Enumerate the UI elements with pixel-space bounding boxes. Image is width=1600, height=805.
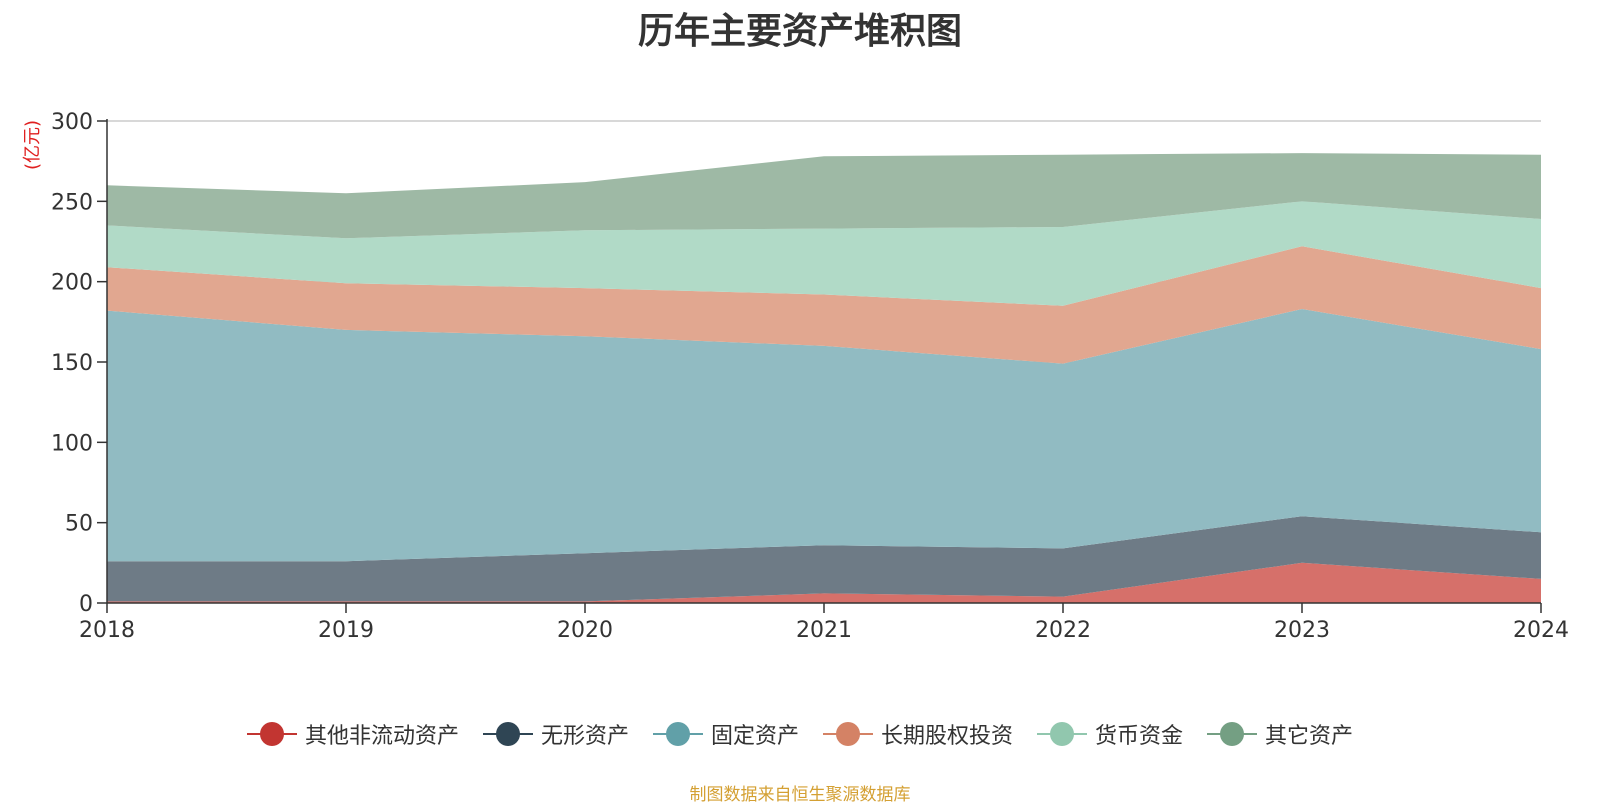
data-source-note: 制图数据来自恒生聚源数据库 — [689, 785, 911, 805]
legend-marker — [482, 721, 533, 747]
area-series — [107, 153, 1541, 603]
legend-marker — [652, 721, 703, 747]
y-tick-label: 0 — [79, 592, 93, 617]
legend-item[interactable]: 其他非流动资产 — [246, 718, 459, 750]
x-tick-label: 2024 — [1513, 618, 1569, 643]
legend-label: 其他非流动资产 — [304, 724, 459, 749]
legend-label: 长期股权投资 — [881, 724, 1014, 749]
stacked-area-chart: 0 50 100 150 200 250 300 2018 2019 2020 2021 2022 20… — [22, 110, 1569, 643]
y-tick-label: 300 — [51, 110, 93, 135]
y-tick-label: 100 — [51, 431, 93, 456]
area-长期股权投资 — [107, 246, 1541, 364]
area-固定资产 — [107, 309, 1541, 562]
x-tick-label: 2018 — [79, 618, 135, 643]
y-tick-label: 150 — [51, 351, 93, 376]
chart-title: 历年主要资产堆积图 — [637, 11, 962, 52]
legend: 其他非流动资产 无形资产 固定资产 长期股权投资 货币资金 其它资产 — [0, 718, 1600, 750]
legend-label: 无形资产 — [540, 724, 629, 749]
legend-marker — [823, 721, 873, 747]
legend-item[interactable]: 其它资产 — [1207, 718, 1353, 750]
x-tick-label: 2022 — [1035, 618, 1091, 643]
legend-item[interactable]: 无形资产 — [482, 718, 629, 750]
legend-marker — [246, 721, 297, 747]
legend-label: 货币资金 — [1095, 724, 1184, 749]
y-tick-label: 50 — [65, 512, 93, 537]
y-tick-label: 200 — [51, 271, 93, 296]
tick-labels: 0 50 100 150 200 250 300 2018 2019 2020 2021 2022 20… — [51, 110, 1569, 643]
x-tick-label: 2020 — [557, 618, 613, 643]
axes — [97, 119, 1542, 613]
y-unit-label: (亿元) — [22, 120, 43, 170]
legend-item[interactable]: 货币资金 — [1037, 718, 1183, 750]
y-tick-label: 250 — [51, 190, 93, 215]
area-货币资金 — [107, 201, 1541, 306]
legend-marker — [1037, 721, 1088, 747]
x-tick-label: 2023 — [1274, 618, 1330, 643]
legend-item[interactable]: 长期股权投资 — [823, 718, 1013, 750]
x-tick-label: 2021 — [796, 618, 852, 643]
area-其它资产 — [107, 153, 1541, 239]
area-无形资产 — [107, 516, 1541, 602]
legend-label: 其它资产 — [1265, 724, 1354, 749]
legend-label: 固定资产 — [710, 724, 799, 749]
legend-item[interactable]: 固定资产 — [652, 718, 799, 750]
legend-marker — [1207, 721, 1258, 747]
x-tick-label: 2019 — [318, 618, 374, 643]
area-其他非流动资产 — [107, 562, 1541, 603]
